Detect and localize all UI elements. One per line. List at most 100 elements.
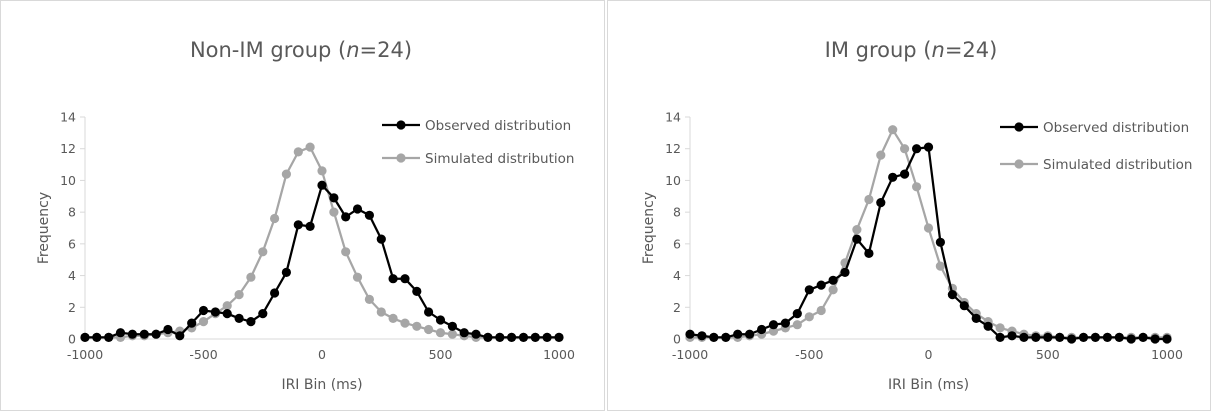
x-tick-label: 0 bbox=[318, 347, 326, 362]
data-point bbox=[388, 313, 398, 323]
x-tick-label: 500 bbox=[1036, 347, 1060, 362]
x-tick-label: -1000 bbox=[67, 347, 103, 362]
data-point bbox=[852, 234, 862, 244]
data-point bbox=[1090, 332, 1100, 342]
y-tick-label: 10 bbox=[665, 173, 681, 188]
legend-entry: Simulated distribution bbox=[1000, 157, 1192, 173]
y-tick-label: 6 bbox=[68, 236, 76, 251]
series-line bbox=[689, 145, 1167, 341]
chart-svg-non-im: Non-IM group (n=24) 0 2 4 6 8 10 12 14 -1000 -500 0… bbox=[36, 38, 575, 393]
chart-panel-non-im: Non-IM group (n=24) 0 2 4 6 8 10 12 14 -1000 -500 0… bbox=[0, 0, 605, 411]
chart-svg-im: IM group (n=24) 0 2 4 6 8 10 12 14 -1000 -500 0 500 1… bbox=[641, 38, 1192, 393]
data-point bbox=[424, 307, 434, 317]
data-point bbox=[745, 329, 755, 339]
chart-title: Non-IM group (n=24) bbox=[190, 38, 412, 62]
chart-title-suffix: =24) bbox=[945, 38, 998, 62]
data-point bbox=[816, 280, 826, 290]
x-tick-label: 1000 bbox=[1151, 347, 1183, 362]
data-point bbox=[757, 324, 767, 335]
data-point bbox=[1007, 331, 1017, 341]
x-tick-label: -1000 bbox=[672, 347, 708, 362]
data-point bbox=[234, 290, 244, 300]
data-point bbox=[1078, 332, 1089, 342]
data-point bbox=[697, 331, 707, 341]
y-tick-label: 10 bbox=[60, 173, 76, 188]
data-point bbox=[792, 309, 802, 319]
data-point bbox=[447, 321, 457, 331]
data-point bbox=[281, 267, 291, 277]
data-point bbox=[270, 213, 280, 224]
data-point bbox=[258, 247, 268, 257]
data-point bbox=[210, 307, 220, 317]
chart-title-italic: n bbox=[346, 38, 359, 62]
data-point bbox=[424, 324, 434, 335]
data-point bbox=[246, 317, 256, 327]
data-point bbox=[721, 332, 731, 342]
data-point bbox=[804, 312, 814, 322]
data-point bbox=[341, 247, 351, 257]
data-point bbox=[983, 321, 993, 331]
data-point bbox=[685, 329, 695, 339]
legend-entry: Simulated distribution bbox=[382, 151, 574, 167]
data-point bbox=[270, 288, 280, 298]
y-tick-label: 12 bbox=[60, 141, 76, 156]
data-point bbox=[935, 261, 945, 271]
data-point bbox=[222, 301, 232, 311]
data-point bbox=[935, 237, 945, 247]
data-point bbox=[329, 193, 339, 203]
x-axis-label: IRI Bin (ms) bbox=[281, 377, 362, 393]
data-point bbox=[175, 331, 185, 341]
data-point bbox=[518, 332, 529, 342]
data-point bbox=[1162, 334, 1172, 344]
data-point bbox=[1031, 332, 1041, 342]
y-tick-label: 8 bbox=[68, 205, 76, 220]
data-point bbox=[1043, 332, 1053, 342]
data-point bbox=[329, 207, 339, 217]
data-point bbox=[317, 180, 327, 190]
legend-label: Observed distribution bbox=[1043, 120, 1189, 136]
legend-marker bbox=[396, 153, 406, 163]
chart-panel-im: IM group (n=24) 0 2 4 6 8 10 12 14 -1000 -500 0 500 1… bbox=[607, 0, 1211, 411]
data-point bbox=[139, 329, 149, 339]
data-point bbox=[876, 150, 886, 160]
y-tick-label: 4 bbox=[68, 268, 76, 283]
series-observed bbox=[80, 180, 564, 342]
data-point bbox=[364, 210, 374, 220]
data-point bbox=[1114, 332, 1124, 342]
data-point bbox=[388, 274, 398, 284]
series-line bbox=[85, 184, 559, 339]
data-point bbox=[864, 194, 874, 205]
x-tick-label: 0 bbox=[925, 347, 933, 362]
data-point bbox=[1150, 334, 1160, 344]
data-point bbox=[435, 328, 446, 338]
data-point bbox=[447, 329, 457, 339]
data-point bbox=[912, 182, 922, 192]
data-point bbox=[352, 272, 363, 282]
data-point bbox=[900, 144, 910, 154]
series-observed bbox=[685, 142, 1172, 344]
data-point bbox=[1102, 332, 1112, 342]
data-point bbox=[923, 223, 934, 233]
y-tick-label: 2 bbox=[68, 300, 76, 315]
data-point bbox=[995, 332, 1005, 342]
data-point bbox=[1067, 334, 1077, 344]
data-point bbox=[792, 320, 802, 330]
data-point bbox=[376, 307, 386, 317]
data-point bbox=[341, 212, 351, 222]
data-point bbox=[412, 321, 422, 331]
legend-label: Simulated distribution bbox=[1043, 157, 1192, 173]
data-point bbox=[281, 169, 291, 179]
y-tick-label: 0 bbox=[673, 332, 681, 347]
y-tick-label: 0 bbox=[68, 332, 76, 347]
data-point bbox=[1019, 332, 1029, 342]
x-axis-label: IRI Bin (ms) bbox=[888, 377, 969, 393]
y-tick-label: 12 bbox=[665, 141, 681, 156]
y-axis-label: Frequency bbox=[36, 192, 52, 264]
data-point bbox=[400, 274, 410, 284]
data-point bbox=[459, 328, 469, 338]
data-point bbox=[554, 332, 564, 342]
data-point bbox=[305, 221, 315, 231]
data-point bbox=[947, 290, 957, 300]
data-point bbox=[876, 198, 886, 208]
chart-title-prefix: IM group ( bbox=[825, 38, 932, 62]
